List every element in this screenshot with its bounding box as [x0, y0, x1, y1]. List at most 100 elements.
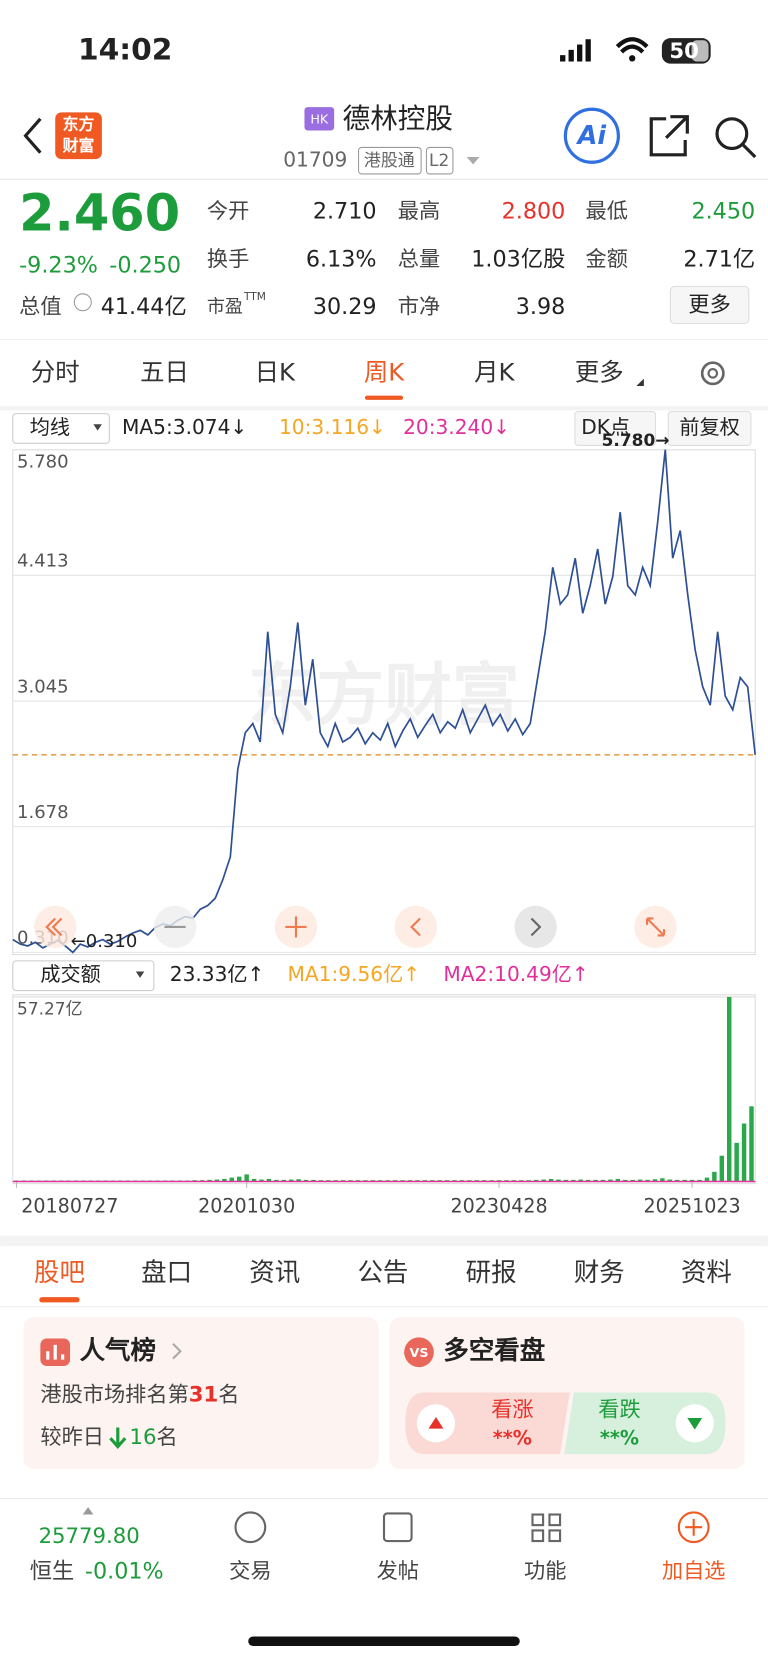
max-label: 5.780→	[602, 430, 670, 450]
tag-text: 港股通	[364, 150, 415, 170]
period-tab[interactable]: 日K	[255, 357, 296, 386]
x-tick-label: 20180727	[21, 1194, 118, 1217]
caret	[82, 1507, 94, 1515]
logo[interactable]	[55, 112, 102, 160]
add-plus	[685, 1518, 703, 1536]
more-button[interactable]	[669, 285, 750, 325]
up-triangle	[428, 1416, 444, 1429]
stat-label: 最低	[586, 199, 628, 224]
icon	[46, 1344, 65, 1360]
volume-bar	[251, 1178, 257, 1182]
volume-bar	[637, 1179, 643, 1182]
ma-selector-text: 均线	[30, 415, 70, 439]
content-tab[interactable]: 公告	[357, 1258, 408, 1288]
card-title: 人气榜	[80, 1336, 156, 1366]
period-tab[interactable]: 更多	[575, 357, 624, 386]
info-icon[interactable]	[73, 293, 92, 312]
signal	[560, 39, 591, 62]
ai-button[interactable]	[563, 107, 620, 164]
icon-vs: VS	[409, 1345, 428, 1360]
tag	[425, 146, 454, 175]
adjust-text: 前复权	[679, 415, 739, 439]
period-tab[interactable]: 分时	[31, 357, 80, 386]
func-icon	[548, 1513, 562, 1527]
x-tick-label: 20230428	[451, 1194, 548, 1217]
volume-bar	[571, 1179, 576, 1182]
func-icon	[531, 1513, 545, 1527]
rank-prefix: 港股市场排名第	[40, 1383, 188, 1408]
price: 2.460	[19, 184, 180, 243]
settings-core	[707, 368, 719, 379]
stock-name: 德林控股	[343, 102, 453, 135]
content-tab[interactable]: 股吧	[34, 1258, 85, 1288]
min-label: ←0.310	[71, 931, 138, 952]
chart-controls	[34, 905, 677, 949]
y-tick-label: 4.413	[17, 551, 69, 572]
logo-text: 财富	[63, 136, 95, 155]
nav-item[interactable]: 功能	[524, 1559, 566, 1584]
content-tab[interactable]: 资料	[681, 1258, 732, 1288]
divider	[0, 1235, 768, 1247]
tag	[358, 146, 422, 175]
rank-change-suffix: 名	[156, 1425, 177, 1450]
popularity-card[interactable]	[23, 1317, 379, 1469]
rank-change: 16	[129, 1425, 156, 1450]
stat-value: 3.98	[516, 294, 566, 320]
adjust-button[interactable]	[667, 410, 752, 446]
period-tab[interactable]: 月K	[474, 357, 515, 386]
ma-selector[interactable]	[12, 413, 110, 444]
nav-item[interactable]: 发帖	[377, 1559, 419, 1584]
volume-bar	[548, 1178, 554, 1182]
content-tab[interactable]: 财务	[574, 1258, 625, 1288]
control[interactable]	[514, 905, 557, 949]
back[interactable]	[23, 117, 42, 154]
dropdown[interactable]	[466, 156, 480, 165]
dk-button[interactable]	[574, 410, 657, 446]
watermark: 东方财富	[248, 657, 519, 736]
volume-bar	[615, 1178, 621, 1182]
period-tab[interactable]: 五日	[140, 357, 189, 386]
search[interactable]	[715, 117, 749, 151]
volume-bar	[288, 1179, 294, 1182]
icon	[530, 917, 542, 937]
tab-underline	[364, 395, 404, 400]
func-icon	[531, 1529, 545, 1543]
volume-bar	[600, 1179, 606, 1182]
volume-bar	[712, 1171, 717, 1182]
logo-text: 东方	[63, 115, 95, 134]
nav-item[interactable]: 交易	[229, 1559, 271, 1584]
volume-bar	[726, 996, 732, 1182]
index-value[interactable]: 25779.80	[39, 1524, 140, 1549]
content-tab[interactable]: 盘口	[141, 1258, 192, 1288]
volume-bar	[608, 1179, 613, 1182]
nav-icons	[234, 1511, 710, 1544]
x-tick-label: 20201030	[198, 1194, 295, 1217]
change-pct: -9.23%	[19, 253, 98, 279]
battery-empty	[691, 40, 709, 62]
volume-bar	[533, 1179, 539, 1182]
change: -0.250	[109, 253, 181, 279]
share[interactable]	[649, 115, 689, 157]
stat-value: 6.13%	[306, 246, 377, 272]
period-tab[interactable]: 周K	[364, 357, 405, 386]
content-tab[interactable]: 研报	[466, 1258, 517, 1288]
y-tick-label: 5.780	[17, 451, 69, 472]
volume-selector[interactable]	[12, 960, 155, 992]
rank-text: 港股市场排名第31名	[40, 1383, 239, 1408]
add-icon	[677, 1511, 710, 1544]
stat-label: 最高	[398, 199, 440, 224]
icon	[285, 916, 307, 938]
settings[interactable]	[700, 361, 725, 386]
stat-label: 市净	[398, 295, 440, 320]
icon	[45, 917, 63, 937]
x-tick-label: 20251023	[644, 1194, 741, 1217]
volume-bar	[578, 1179, 583, 1182]
control[interactable]	[394, 905, 438, 949]
nav-item[interactable]: 加自选	[662, 1559, 726, 1584]
content-tab[interactable]: 资讯	[249, 1258, 300, 1288]
volume-bar	[704, 1177, 710, 1182]
control[interactable]	[34, 905, 77, 949]
volume-bar	[593, 1179, 598, 1182]
stat-value: 2.71亿	[683, 246, 755, 272]
